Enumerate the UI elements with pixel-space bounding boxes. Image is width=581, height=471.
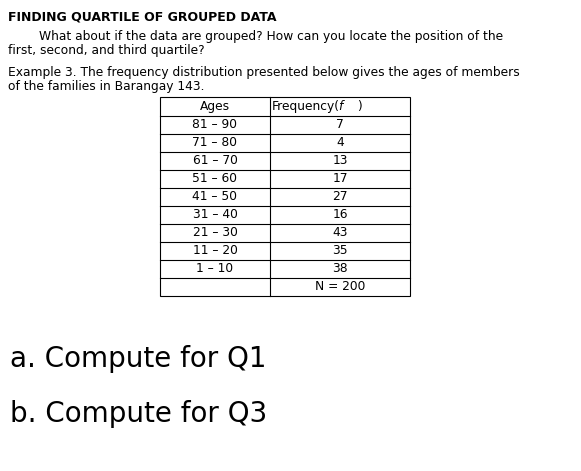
Bar	[160, 97, 410, 296]
Text: 41 – 50: 41 – 50	[192, 190, 238, 203]
Text: of the families in Barangay 143.: of the families in Barangay 143.	[8, 80, 205, 93]
Text: 21 – 30: 21 – 30	[192, 227, 238, 239]
Text: 17: 17	[332, 172, 348, 186]
Text: f: f	[338, 100, 342, 113]
Text: 7: 7	[336, 119, 344, 131]
Text: 51 – 60: 51 – 60	[192, 172, 238, 186]
Text: Frequency(: Frequency(	[272, 100, 340, 113]
Text: 38: 38	[332, 262, 348, 276]
Text: N = 200: N = 200	[315, 281, 365, 293]
Text: Ages: Ages	[200, 100, 230, 113]
Text: 31 – 40: 31 – 40	[192, 209, 238, 221]
Text: Example 3. The frequency distribution presented below gives the ages of members: Example 3. The frequency distribution pr…	[8, 66, 520, 79]
Text: b. Compute for Q3: b. Compute for Q3	[10, 400, 267, 428]
Text: a. Compute for Q1: a. Compute for Q1	[10, 345, 267, 373]
Text: 35: 35	[332, 244, 348, 258]
Text: 43: 43	[332, 227, 348, 239]
Text: ): )	[357, 100, 361, 113]
Text: first, second, and third quartile?: first, second, and third quartile?	[8, 44, 205, 57]
Text: 13: 13	[332, 154, 348, 168]
Text: 81 – 90: 81 – 90	[192, 119, 238, 131]
Text: FINDING QUARTILE OF GROUPED DATA: FINDING QUARTILE OF GROUPED DATA	[8, 10, 277, 23]
Text: What about if the data are grouped? How can you locate the position of the: What about if the data are grouped? How …	[8, 30, 503, 43]
Text: 11 – 20: 11 – 20	[192, 244, 238, 258]
Text: 16: 16	[332, 209, 348, 221]
Text: 61 – 70: 61 – 70	[192, 154, 238, 168]
Text: 71 – 80: 71 – 80	[192, 137, 238, 149]
Text: 1 – 10: 1 – 10	[196, 262, 234, 276]
Text: 4: 4	[336, 137, 344, 149]
Text: 27: 27	[332, 190, 348, 203]
